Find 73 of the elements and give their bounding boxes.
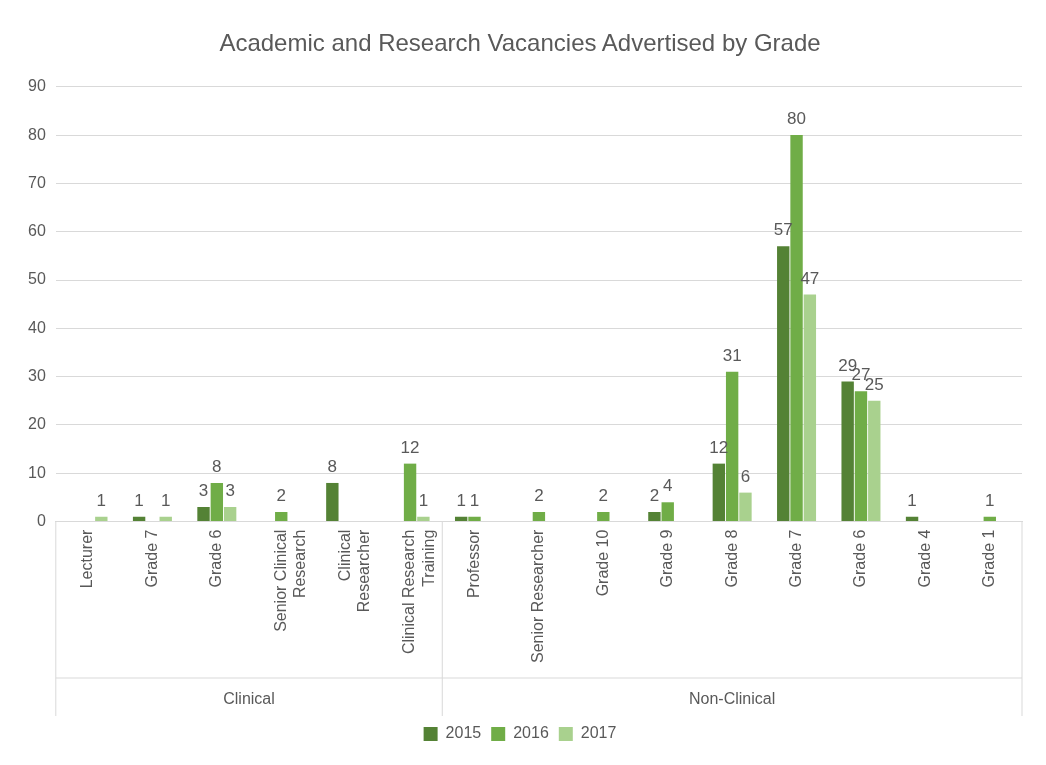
bar xyxy=(841,381,854,522)
bar xyxy=(648,511,661,522)
x-tick-label: Grade 10 xyxy=(593,529,611,597)
legend-label: 2015 xyxy=(445,724,482,742)
data-label: 8 xyxy=(327,457,338,477)
bar xyxy=(777,246,790,522)
data-label: 2 xyxy=(598,486,609,506)
data-label: 1 xyxy=(418,490,429,510)
y-tick-label: 20 xyxy=(28,415,46,433)
y-tick-label: 30 xyxy=(28,367,46,385)
bar xyxy=(868,400,881,522)
data-label: 1 xyxy=(907,490,917,510)
data-label: 2 xyxy=(534,486,544,506)
x-tick-label: Professor xyxy=(464,528,482,599)
bar xyxy=(95,516,108,522)
x-tick-label: Grade 6 xyxy=(207,529,225,588)
data-label: 1 xyxy=(469,490,480,510)
y-tick-label: 50 xyxy=(28,270,46,288)
legend-label: 2016 xyxy=(513,724,549,742)
text: Clinical xyxy=(223,690,275,708)
y-tick-label: 60 xyxy=(28,222,46,240)
data-label: 80 xyxy=(787,109,807,129)
bar xyxy=(417,516,430,522)
y-tick-label: 40 xyxy=(28,318,46,336)
data-label: 6 xyxy=(740,466,751,486)
y-tick-label: 10 xyxy=(28,463,46,481)
text: Non-Clinical xyxy=(689,690,776,708)
x-tick-label: Grade 7 xyxy=(786,529,804,588)
bar xyxy=(468,516,481,522)
x-tick-label: Senior Clinical Research xyxy=(271,529,308,632)
x-tick-label: Grade 4 xyxy=(915,529,933,588)
bar xyxy=(223,507,237,522)
x-tick-label: Grade 9 xyxy=(658,529,676,588)
y-tick-label: 70 xyxy=(28,173,46,191)
bar xyxy=(403,463,417,522)
data-label: 31 xyxy=(722,346,742,366)
y-tick-label: 0 xyxy=(36,512,46,530)
data-label: 3 xyxy=(225,481,235,501)
y-tick-label: 90 xyxy=(28,77,46,95)
data-label: 1 xyxy=(134,490,144,510)
bar xyxy=(854,391,868,522)
data-label: 4 xyxy=(662,476,673,496)
bar xyxy=(197,507,210,522)
bar xyxy=(532,511,546,522)
data-label: 2 xyxy=(649,486,660,506)
data-label: 1 xyxy=(96,490,107,510)
chart-title: Academic and Research Vacancies Advertised by Grade xyxy=(219,29,821,57)
bar xyxy=(597,511,610,522)
bar xyxy=(803,294,817,522)
bar xyxy=(790,135,803,522)
bar xyxy=(210,482,224,522)
bar xyxy=(712,463,726,522)
x-tick-label: Clinical Research Training xyxy=(400,529,437,655)
x-tick-label: Lecturer xyxy=(78,528,96,589)
bar xyxy=(326,482,339,522)
x-tick-label: Clinical Researcher xyxy=(336,528,373,613)
data-label: 1 xyxy=(456,490,466,510)
data-label: 12 xyxy=(400,437,420,457)
legend-label: 2017 xyxy=(580,724,617,742)
data-label: 2 xyxy=(276,486,286,506)
y-tick-label: 80 xyxy=(28,125,46,143)
data-label: 1 xyxy=(160,490,171,510)
x-tick-label: Grade 7 xyxy=(142,529,160,588)
bar xyxy=(661,502,674,522)
data-label: 3 xyxy=(198,481,209,501)
data-label: 1 xyxy=(985,490,995,510)
x-tick-label: Grade 6 xyxy=(851,529,869,588)
x-tick-label: Senior Researcher xyxy=(529,528,547,664)
data-label: 8 xyxy=(212,457,222,477)
x-tick-label: Grade 8 xyxy=(722,529,740,588)
bar xyxy=(739,492,752,522)
x-tick-label: Grade 1 xyxy=(980,529,998,588)
bar xyxy=(275,511,288,522)
